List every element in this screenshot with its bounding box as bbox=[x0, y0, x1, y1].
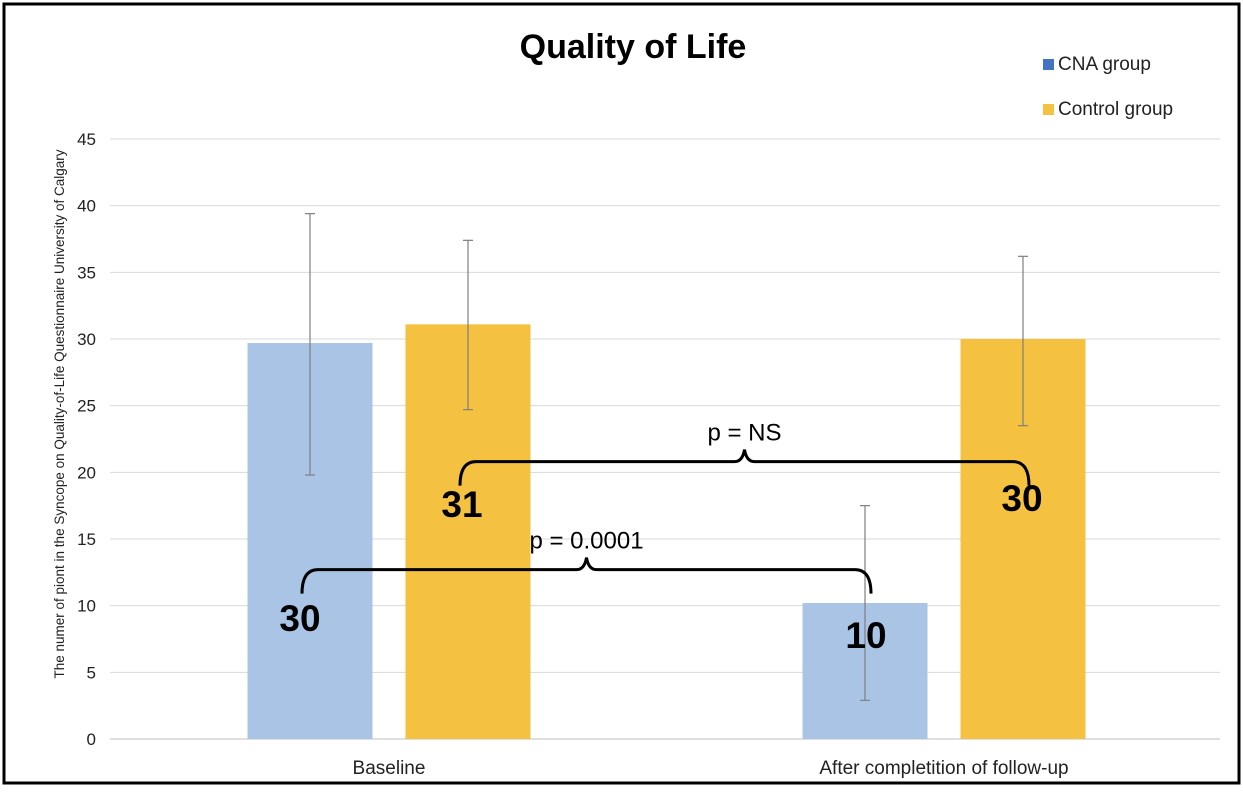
data-label: 31 bbox=[441, 484, 482, 525]
x-tick-label: After completition of follow-up bbox=[819, 758, 1068, 779]
y-tick-label: 15 bbox=[77, 530, 96, 549]
y-axis-label: The numer of piont in the Syncope on Qua… bbox=[52, 149, 67, 678]
legend-label: Control group bbox=[1058, 99, 1173, 120]
p-value-label: p = 0.0001 bbox=[529, 528, 643, 555]
x-tick-label: Baseline bbox=[353, 758, 426, 779]
legend-swatch bbox=[1043, 104, 1054, 115]
legend-label: CNA group bbox=[1058, 54, 1151, 75]
significance-bracket bbox=[300, 557, 873, 594]
data-label: 30 bbox=[1001, 478, 1042, 519]
y-tick-label: 35 bbox=[77, 263, 96, 282]
data-labels: 30 10 31 30 bbox=[279, 478, 1042, 656]
data-label: 30 bbox=[279, 598, 320, 639]
error-bars bbox=[305, 213, 1028, 701]
y-axis-ticks: 0 5 10 15 20 25 30 35 40 45 bbox=[77, 130, 96, 749]
y-tick-label: 10 bbox=[77, 597, 96, 616]
significance-bracket bbox=[458, 449, 1031, 486]
y-tick-label: 5 bbox=[87, 663, 96, 682]
y-tick-label: 25 bbox=[77, 397, 96, 416]
legend: CNA group Control group bbox=[1043, 54, 1173, 120]
legend-swatch bbox=[1043, 59, 1054, 70]
y-tick-label: 20 bbox=[77, 463, 96, 482]
significance-annotations: p = NS p = 0.0001 bbox=[300, 420, 1031, 594]
y-tick-label: 40 bbox=[77, 197, 96, 216]
data-label: 10 bbox=[845, 615, 886, 656]
chart-title: Quality of Life bbox=[520, 28, 747, 66]
y-tick-label: 30 bbox=[77, 330, 96, 349]
y-tick-label: 0 bbox=[87, 730, 96, 749]
y-tick-label: 45 bbox=[77, 130, 96, 149]
x-axis-ticks: Baseline After completition of follow-up bbox=[353, 758, 1069, 779]
p-value-label: p = NS bbox=[707, 420, 781, 447]
